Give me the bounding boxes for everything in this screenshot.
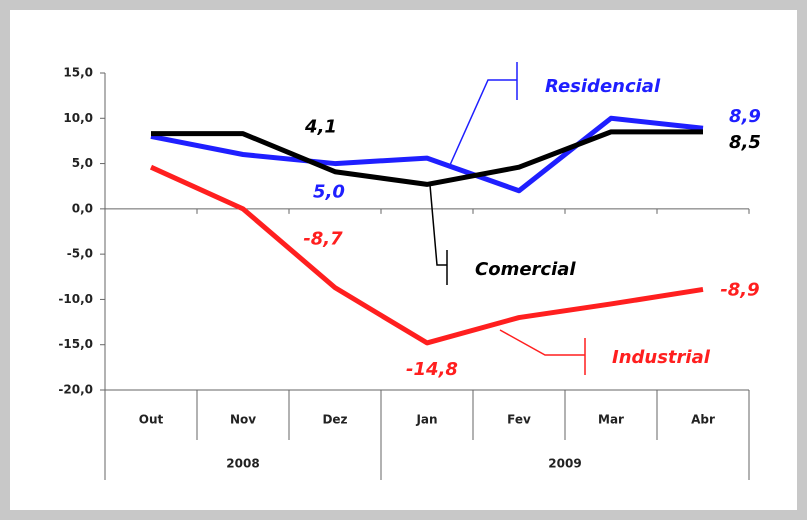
- x-tick-label: Mar: [598, 413, 624, 427]
- x-tick-label: Jan: [415, 413, 437, 427]
- y-tick-label: -5,0: [67, 247, 93, 261]
- y-tick-label: 10,0: [63, 111, 93, 125]
- data-label: -14,8: [406, 359, 458, 380]
- series-name: Comercial: [475, 259, 576, 280]
- data-label: 8,5: [729, 132, 761, 153]
- y-tick-label: -20,0: [58, 383, 93, 397]
- y-tick-label: 15,0: [63, 66, 93, 80]
- leader-line: [449, 62, 518, 166]
- y-tick-label: -15,0: [58, 337, 93, 351]
- data-label: -8,7: [303, 229, 343, 250]
- leader-line: [499, 329, 586, 375]
- x-tick-label: Dez: [322, 413, 347, 427]
- x-group-label: 2008: [226, 457, 259, 471]
- y-tick-label: -10,0: [58, 292, 93, 306]
- y-tick-label: 5,0: [72, 156, 93, 170]
- series-line: [150, 115, 704, 194]
- data-label: 5,0: [313, 182, 345, 203]
- leader-line: [429, 184, 448, 285]
- data-label: 8,9: [729, 106, 761, 127]
- data-label: -8,9: [720, 279, 759, 300]
- x-group-label: 2009: [548, 457, 581, 471]
- y-tick-label: 0,0: [72, 201, 93, 215]
- x-tick-label: Out: [139, 413, 164, 427]
- x-tick-label: Nov: [230, 413, 256, 427]
- series-line: [151, 129, 703, 187]
- x-tick-label: Fev: [507, 413, 531, 427]
- series-name: Industrial: [612, 347, 711, 368]
- x-tick-label: Abr: [691, 413, 715, 427]
- series-name: Residencial: [545, 76, 661, 97]
- series-line: [149, 164, 704, 346]
- data-label: 4,1: [304, 117, 337, 138]
